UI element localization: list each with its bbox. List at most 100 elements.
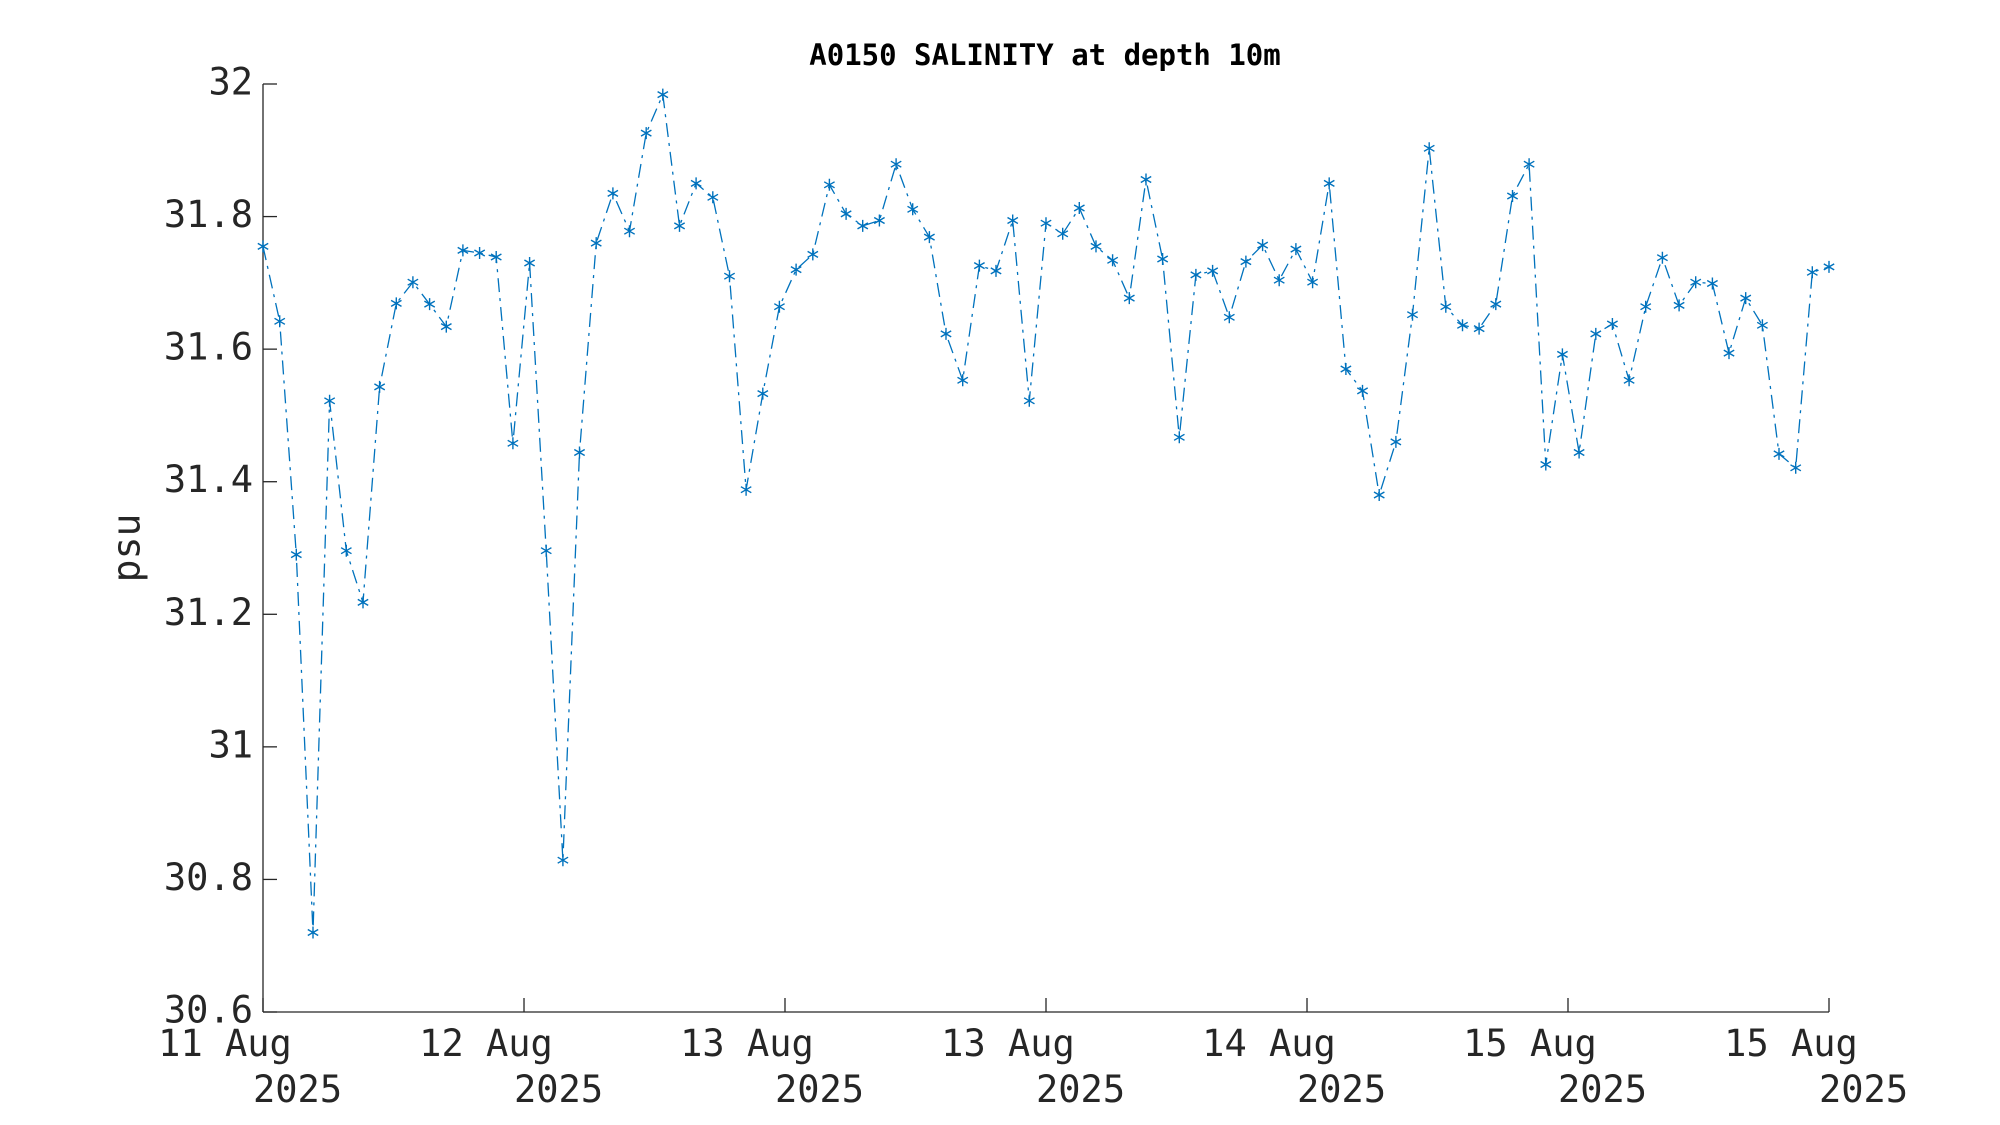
data-point [1506,190,1519,202]
data-point [1623,374,1635,387]
data-point [1290,243,1302,256]
data-point [1240,255,1252,268]
y-axis-label: psu [105,514,149,583]
data-point [573,446,586,459]
data-point [1423,142,1435,155]
data-point [590,237,602,250]
data-point [1157,253,1169,265]
x-tick-label: 15 Aug 2025 [1463,1022,1647,1111]
data-point [957,374,969,387]
data-point [1223,311,1235,324]
data-point [1023,394,1035,407]
data-point [1773,447,1785,460]
data-point [1123,292,1135,305]
data-point [1490,298,1502,311]
data-point [707,191,719,204]
data-point [690,177,702,190]
data-point [807,248,819,261]
data-point [1440,300,1452,313]
x-tick-label: 12 Aug 2025 [419,1022,603,1111]
data-point [890,158,902,171]
data-point [607,187,619,200]
data-point [1706,277,1718,290]
data-point [290,548,302,561]
data-point [990,264,1002,277]
data-point [973,259,985,272]
data-point [1640,300,1652,313]
data-point [457,244,469,257]
data-point [424,298,436,311]
data-point [1257,239,1269,252]
data-point [274,315,286,328]
x-tick-label: 14 Aug 2025 [1202,1022,1386,1111]
data-point [1756,319,1768,332]
data-point [1190,268,1202,281]
data-point [823,178,835,191]
data-point [1456,319,1469,332]
data-point [390,297,402,310]
data-point [790,263,802,276]
data-point [773,300,785,313]
data-point [474,247,486,259]
x-tick-label: 13 Aug 2025 [941,1022,1125,1111]
x-tick-label: 13 Aug 2025 [680,1022,864,1111]
data-point [1606,318,1618,330]
y-tick-label: 32 [208,61,253,104]
data-point [657,88,669,101]
data-point [1323,177,1335,190]
data-point [1540,458,1552,471]
data-point [1356,384,1369,397]
data-point [1690,276,1702,289]
data-point [1107,254,1119,267]
y-tick-label: 31.4 [164,458,253,501]
data-point [374,380,386,393]
data-point [1207,264,1219,277]
data-point [1556,348,1568,361]
data-point [1073,202,1085,214]
y-tick-label: 31.6 [164,326,253,369]
data-point [557,854,569,867]
data-point [1740,292,1752,305]
data-point [524,257,536,269]
data-point [1140,173,1152,186]
chart-title: A0150 SALINITY at depth 10m [809,38,1280,72]
data-point [340,544,352,557]
data-point [1057,227,1069,240]
data-point [1673,299,1685,312]
data-point [1007,214,1019,227]
data-point [723,270,736,283]
data-point [1340,363,1352,375]
data-point [407,276,419,289]
data-point [1573,446,1585,459]
data-point [1790,461,1802,474]
data-point [257,240,269,253]
data-point [490,251,502,263]
data-point [1656,251,1668,264]
data-point [1373,489,1385,501]
data-point [923,231,935,244]
data-point [740,483,752,496]
data-point [507,437,519,450]
x-tick-label: 15 Aug 2025 [1724,1022,1908,1111]
data-point [1307,276,1319,289]
y-tick-label: 30.8 [164,856,253,899]
y-tick-label: 31.2 [164,591,253,634]
x-tick-label: 11 Aug 2025 [158,1022,342,1111]
data-point [1523,158,1535,171]
data-point [1390,435,1402,448]
data-point [1273,274,1285,287]
data-point [757,387,769,400]
data-point [640,127,652,140]
y-tick-label: 31 [208,723,253,766]
data-point [623,225,636,238]
data-point [1090,240,1102,253]
data-point [307,926,319,939]
data-point [873,214,885,227]
data-point [940,327,952,340]
data-point [1590,327,1602,340]
data-point [540,544,552,557]
data-point [1406,308,1419,321]
data-point [1806,266,1818,279]
data-point [1173,431,1185,444]
data-point [1823,260,1835,273]
